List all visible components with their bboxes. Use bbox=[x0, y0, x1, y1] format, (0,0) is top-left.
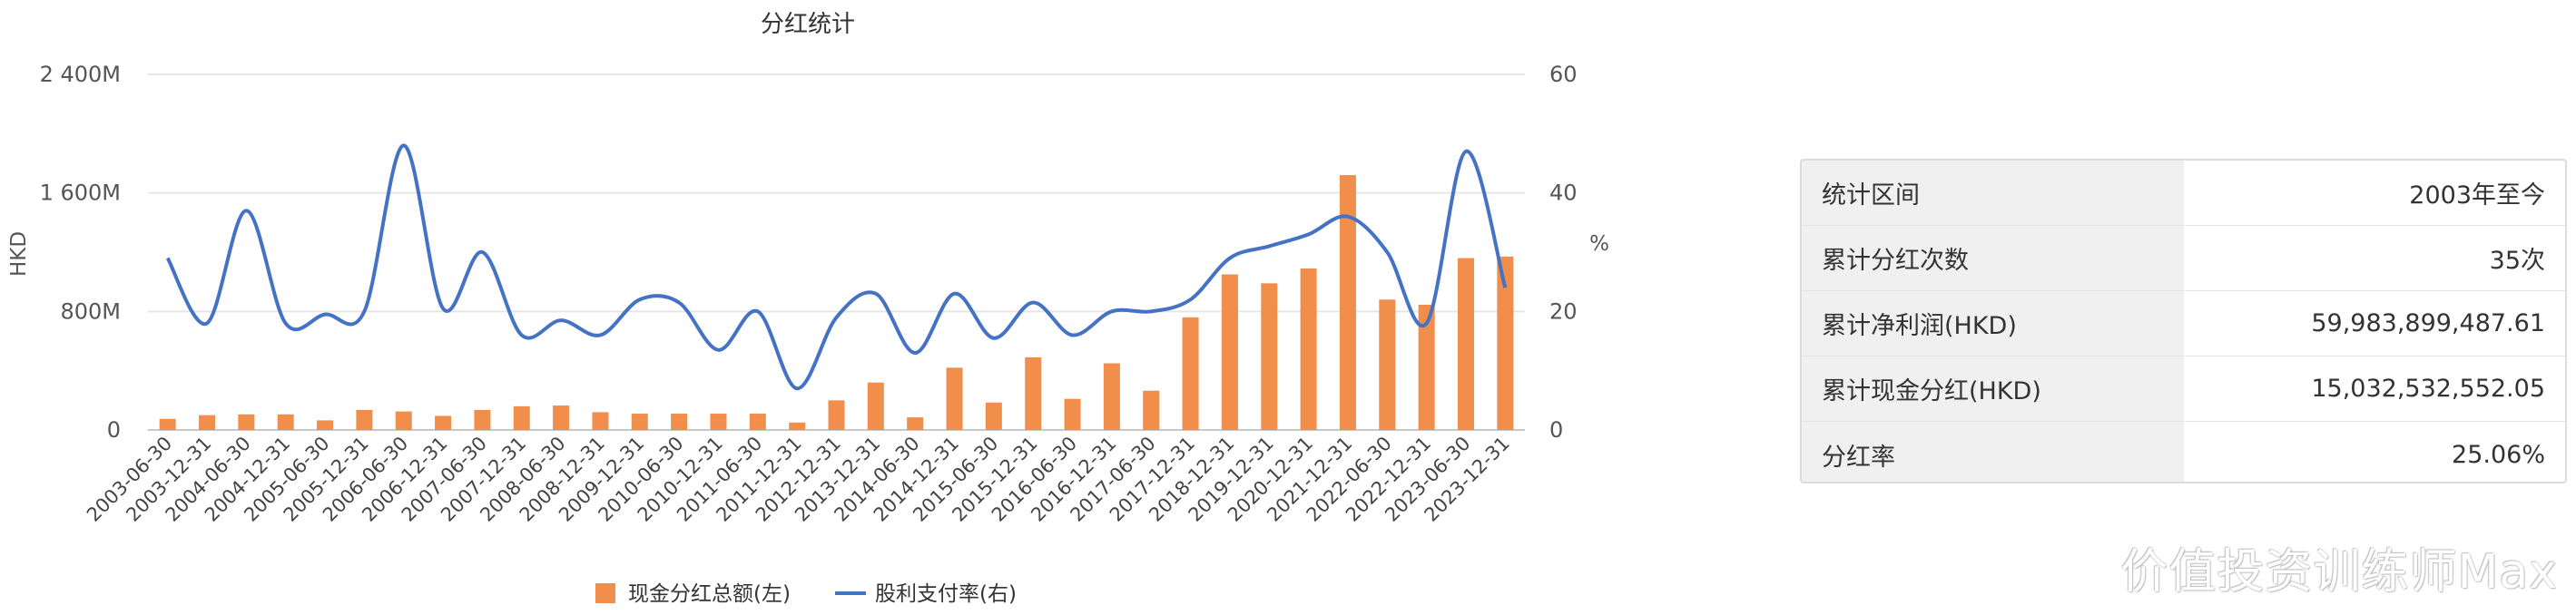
bar bbox=[356, 409, 373, 430]
summary-label: 累计现金分红(HKD) bbox=[1802, 356, 2184, 421]
summary-label: 分红率 bbox=[1802, 422, 2184, 482]
bar bbox=[867, 382, 884, 430]
bar bbox=[710, 414, 727, 430]
summary-row: 分红率 25.06% bbox=[1802, 422, 2565, 482]
legend: 现金分红总额(左) 股利支付率(右) bbox=[595, 582, 1017, 606]
right-tick-label: 40 bbox=[1549, 181, 1578, 206]
watermark: 价值投资训练师Max bbox=[2120, 545, 2558, 600]
summary-label: 累计分红次数 bbox=[1802, 226, 2184, 290]
bar bbox=[1497, 256, 1514, 430]
left-axis-ticks: 0 800M 1 600M 2 400M bbox=[40, 62, 121, 443]
bar bbox=[828, 400, 845, 430]
summary-table: 统计区间 2003年至今累计分红次数 35次累计净利润(HKD) 59,983,899… bbox=[1800, 159, 2567, 483]
bar bbox=[1379, 299, 1396, 430]
summary-row: 累计现金分红(HKD) 15,032,532,552.05 bbox=[1802, 356, 2565, 422]
summary-value: 59,983,899,487.61 bbox=[2311, 309, 2545, 337]
bar bbox=[1457, 258, 1474, 430]
bar bbox=[553, 405, 570, 430]
bar bbox=[474, 409, 491, 430]
bar bbox=[1339, 175, 1356, 431]
summary-value: 25.06% bbox=[2452, 440, 2545, 469]
summary-row: 累计分红次数 35次 bbox=[1802, 226, 2565, 291]
bar bbox=[789, 422, 806, 430]
bar bbox=[631, 414, 648, 430]
right-axis-ticks: 0 20 40 60 bbox=[1549, 62, 1578, 443]
bar bbox=[671, 414, 688, 430]
summary-value: 35次 bbox=[2489, 247, 2545, 275]
bar bbox=[1261, 283, 1278, 430]
bar bbox=[985, 402, 1002, 430]
payout-ratio-line bbox=[165, 143, 1508, 391]
x-axis-labels: 2003-06-302003-12-312004-06-302004-12-31… bbox=[83, 433, 1514, 526]
bar bbox=[749, 414, 766, 430]
dividend-chart: 分红统计 0 800M 1 600M 2 400M 0 20 40 60 HKD % 200… bbox=[7, 11, 1609, 606]
bar bbox=[317, 420, 334, 430]
bar bbox=[159, 418, 176, 430]
right-tick-label: 0 bbox=[1549, 417, 1563, 443]
summary-row: 累计净利润(HKD) 59,983,899,487.61 bbox=[1802, 291, 2565, 356]
bar bbox=[946, 367, 963, 430]
left-tick-label: 1 600M bbox=[40, 181, 121, 206]
bar bbox=[199, 415, 216, 430]
summary-value: 15,032,532,552.05 bbox=[2311, 375, 2545, 403]
right-tick-label: 20 bbox=[1549, 298, 1578, 324]
chart-title: 分红统计 bbox=[761, 11, 855, 38]
summary-value: 2003年至今 bbox=[2409, 181, 2545, 210]
bar bbox=[1025, 356, 1042, 430]
bar bbox=[1300, 268, 1317, 430]
bar bbox=[513, 405, 530, 430]
legend-bar-label: 现金分红总额(左) bbox=[628, 582, 791, 606]
right-tick-label: 60 bbox=[1549, 62, 1578, 87]
legend-line-label: 股利支付率(右) bbox=[875, 582, 1017, 606]
bar bbox=[238, 414, 255, 430]
bar bbox=[1418, 304, 1435, 430]
summary-label: 统计区间 bbox=[1802, 161, 2184, 225]
bar bbox=[1221, 274, 1238, 430]
left-tick-label: 800M bbox=[60, 298, 121, 324]
bar bbox=[1064, 398, 1081, 430]
gridlines bbox=[148, 73, 1525, 431]
bar bbox=[395, 411, 412, 430]
bar bbox=[277, 414, 294, 430]
bar bbox=[1143, 390, 1160, 430]
bar-series bbox=[159, 175, 1514, 431]
right-axis-label: % bbox=[1589, 232, 1609, 256]
summary-row: 统计区间 2003年至今 bbox=[1802, 161, 2565, 226]
bar bbox=[435, 415, 452, 430]
left-axis-label: HKD bbox=[7, 231, 31, 277]
legend-bar-swatch bbox=[595, 583, 615, 603]
left-tick-label: 2 400M bbox=[40, 62, 121, 87]
bar bbox=[1103, 363, 1120, 430]
summary-label: 累计净利润(HKD) bbox=[1802, 291, 2184, 356]
bar bbox=[592, 412, 609, 430]
bar bbox=[907, 417, 924, 430]
bar bbox=[1182, 317, 1199, 430]
left-tick-label: 0 bbox=[107, 417, 121, 443]
